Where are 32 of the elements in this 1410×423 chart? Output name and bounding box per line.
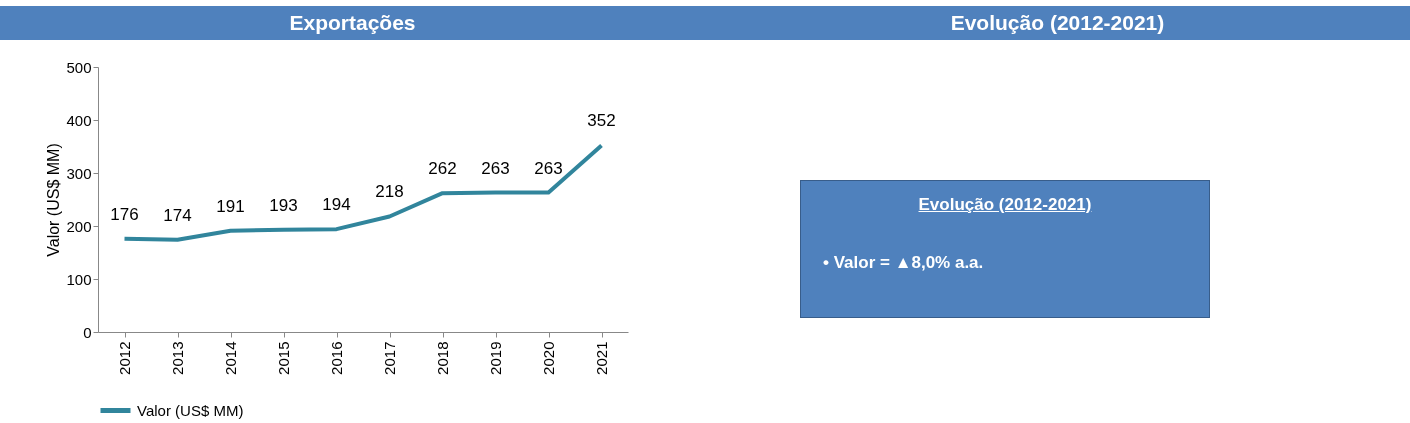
x-tick-label: 2014 bbox=[222, 341, 239, 375]
data-label: 176 bbox=[110, 204, 139, 224]
data-label: 263 bbox=[534, 158, 563, 178]
text: • Valor = ▲8,0% a.a. bbox=[823, 253, 985, 273]
y-tick-label: 200 bbox=[66, 217, 92, 235]
x-tick-label: 2017 bbox=[381, 341, 398, 375]
y-axis-title: Valor (US$ MM) bbox=[45, 143, 63, 257]
data-label: 263 bbox=[481, 158, 510, 178]
x-tick-label: 2013 bbox=[169, 341, 186, 375]
chart-title: Exportações bbox=[0, 6, 705, 40]
y-tick-label: 0 bbox=[83, 323, 92, 341]
data-label: 218 bbox=[375, 182, 404, 202]
data-label: 352 bbox=[587, 111, 616, 131]
data-label: 191 bbox=[216, 196, 245, 216]
y-tick-label: 400 bbox=[66, 111, 92, 129]
legend-label: Valor (US$ MM) bbox=[137, 401, 244, 419]
y-tick-label: 100 bbox=[66, 270, 92, 288]
data-label: 174 bbox=[163, 205, 192, 225]
data-label: 262 bbox=[428, 159, 457, 179]
x-tick-label: 2020 bbox=[540, 341, 557, 375]
text: Evolução (2012-2021) bbox=[917, 195, 1093, 215]
x-tick-label: 2016 bbox=[328, 341, 345, 375]
x-tick-label: 2021 bbox=[593, 341, 610, 375]
y-tick-label: 300 bbox=[66, 164, 92, 182]
text: Evolução (2012-2021) bbox=[705, 6, 1410, 40]
data-label: 194 bbox=[322, 195, 351, 215]
x-tick-label: 2012 bbox=[116, 341, 133, 375]
x-tick-label: 2019 bbox=[487, 341, 504, 375]
y-tick-label: 500 bbox=[66, 58, 92, 76]
x-tick-label: 2015 bbox=[275, 341, 292, 375]
x-tick-label: 2018 bbox=[434, 341, 451, 375]
data-label: 193 bbox=[269, 195, 298, 215]
